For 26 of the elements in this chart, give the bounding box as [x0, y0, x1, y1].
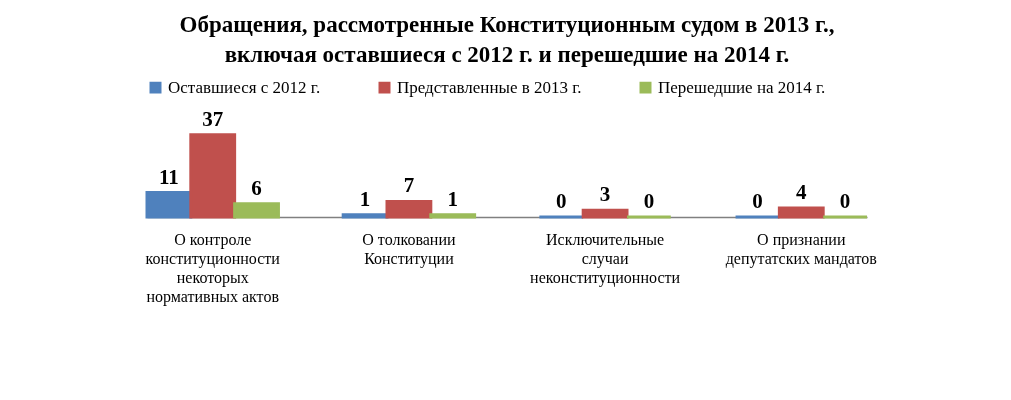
- data-label: 0: [643, 189, 655, 213]
- x-tick-label: О толковании Конституции: [362, 230, 456, 268]
- bar: [581, 208, 629, 219]
- data-label: 37: [202, 106, 224, 131]
- data-label: 7: [403, 173, 415, 198]
- chart-title: Обращения, рассмотренные Конституционным судом в 2013 г., включая оставшиеся с 2012 г. и перешедшие на 2014 г.: [179, 12, 835, 67]
- x-tick-label: О контроле конституционности некоторых нормативных актов: [145, 230, 281, 306]
- bar: [189, 133, 237, 219]
- data-label: 0: [752, 189, 763, 213]
- bar: [233, 202, 280, 219]
- data-label: 3: [599, 182, 611, 207]
- x-tick-label: Исключительные случаи неконституционности: [530, 230, 681, 287]
- legend-label: Оставшиеся с 2012 г.: [168, 77, 321, 97]
- data-label: 1: [359, 186, 371, 211]
- data-label: 4: [796, 180, 808, 205]
- data-label: 0: [839, 189, 851, 213]
- x-tick-label: О признании депутатских мандатов: [725, 230, 878, 268]
- data-label: 0: [556, 189, 567, 213]
- data-label: 1: [447, 186, 458, 211]
- legend-label: Перешедшие на 2014 г.: [658, 77, 826, 97]
- bar: [385, 199, 433, 219]
- data-label: 6: [251, 175, 262, 200]
- bar: [777, 206, 825, 219]
- data-label: 11: [158, 164, 179, 189]
- legend-label: Представленные в 2013 г.: [397, 77, 582, 97]
- bar: [429, 213, 477, 219]
